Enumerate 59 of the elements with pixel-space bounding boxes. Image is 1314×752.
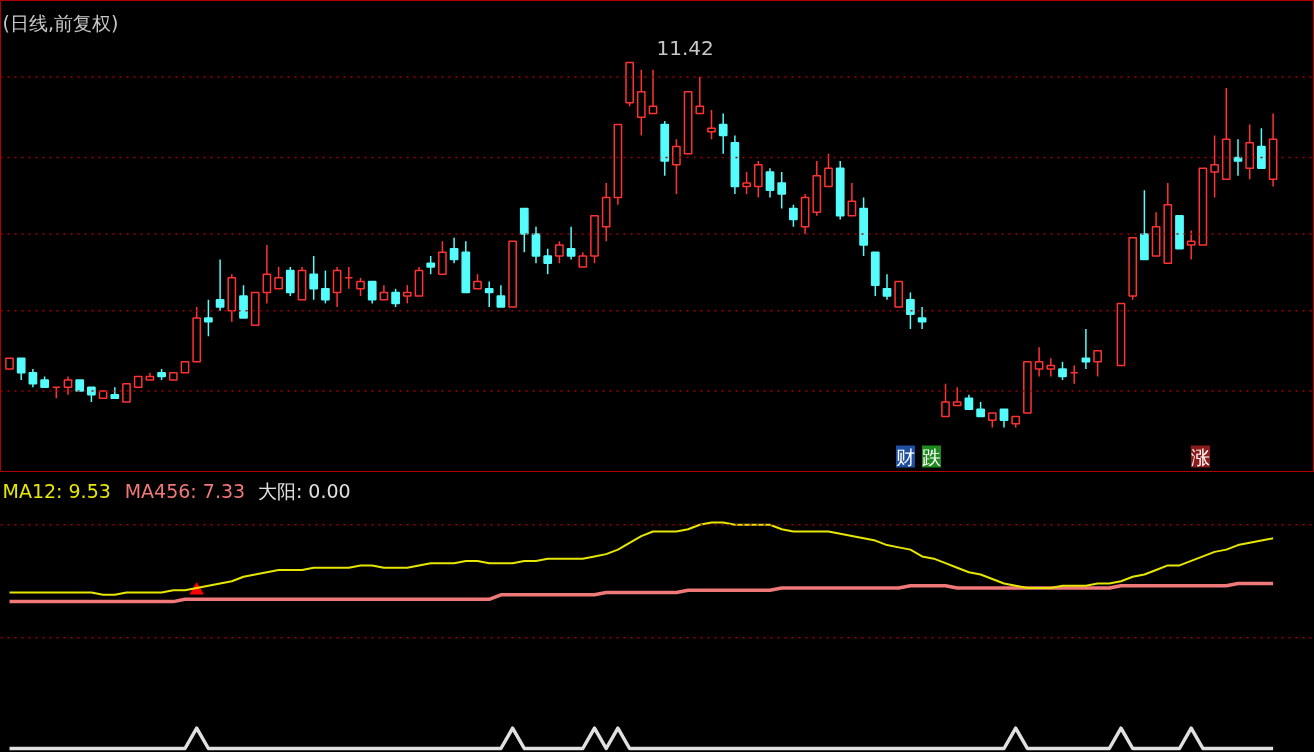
candlestick (952, 386, 962, 407)
candlestick (215, 258, 225, 312)
candlestick (321, 269, 330, 305)
candlestick (63, 375, 73, 396)
candlestick (484, 280, 494, 308)
candlestick (391, 288, 400, 308)
text: 财 (896, 445, 915, 468)
candlestick (274, 266, 283, 290)
candlestick (285, 266, 295, 297)
text: MA456: 7.33 (124, 479, 246, 502)
candlestick (402, 284, 412, 305)
candlestick (1210, 134, 1219, 199)
candlestick (847, 182, 857, 217)
candlestick (1034, 346, 1044, 378)
candlestick (262, 244, 272, 305)
candlestick (1257, 127, 1266, 170)
candlestick (777, 171, 787, 210)
candlestick (438, 240, 447, 275)
candlestick (672, 138, 681, 195)
candlestick (882, 273, 892, 301)
candlestick (824, 153, 833, 188)
candlestick (765, 167, 775, 199)
candlestick (426, 255, 436, 275)
candlestick (566, 226, 576, 261)
candlestick (718, 112, 728, 155)
candlestick (917, 306, 927, 330)
chart-title: (日线,前复权) (2, 11, 119, 34)
candlestick (309, 255, 319, 301)
candlestick (753, 160, 763, 199)
candlestick (122, 382, 131, 403)
candlestick (531, 226, 541, 264)
candlestick (1093, 350, 1102, 378)
candlestick (28, 368, 38, 389)
candlestick (707, 109, 716, 140)
candlestick (332, 266, 342, 308)
candlestick (496, 284, 506, 308)
candlestick (999, 408, 1009, 429)
candlestick (742, 171, 751, 195)
text: 涨 (1191, 445, 1210, 468)
candlestick (1046, 357, 1056, 378)
text: 11.42 (656, 35, 714, 60)
candlestick (543, 247, 553, 275)
candlestick (239, 284, 248, 319)
candlestick (204, 299, 213, 337)
candlestick (16, 357, 26, 381)
candlestick (906, 291, 915, 330)
text: 跌 (922, 445, 941, 468)
text: MA12: 9.53 (2, 479, 111, 502)
candlestick (356, 277, 365, 297)
candlestick (1058, 361, 1067, 381)
candlestick (367, 280, 377, 305)
candlestick (695, 76, 705, 115)
candlestick (1186, 229, 1196, 261)
candlestick (1081, 328, 1091, 370)
candlestick (941, 382, 950, 418)
candlestick (555, 240, 564, 264)
text: 大阳: 0.00 (257, 479, 351, 502)
candlestick (789, 204, 798, 228)
candlestick (449, 236, 459, 264)
